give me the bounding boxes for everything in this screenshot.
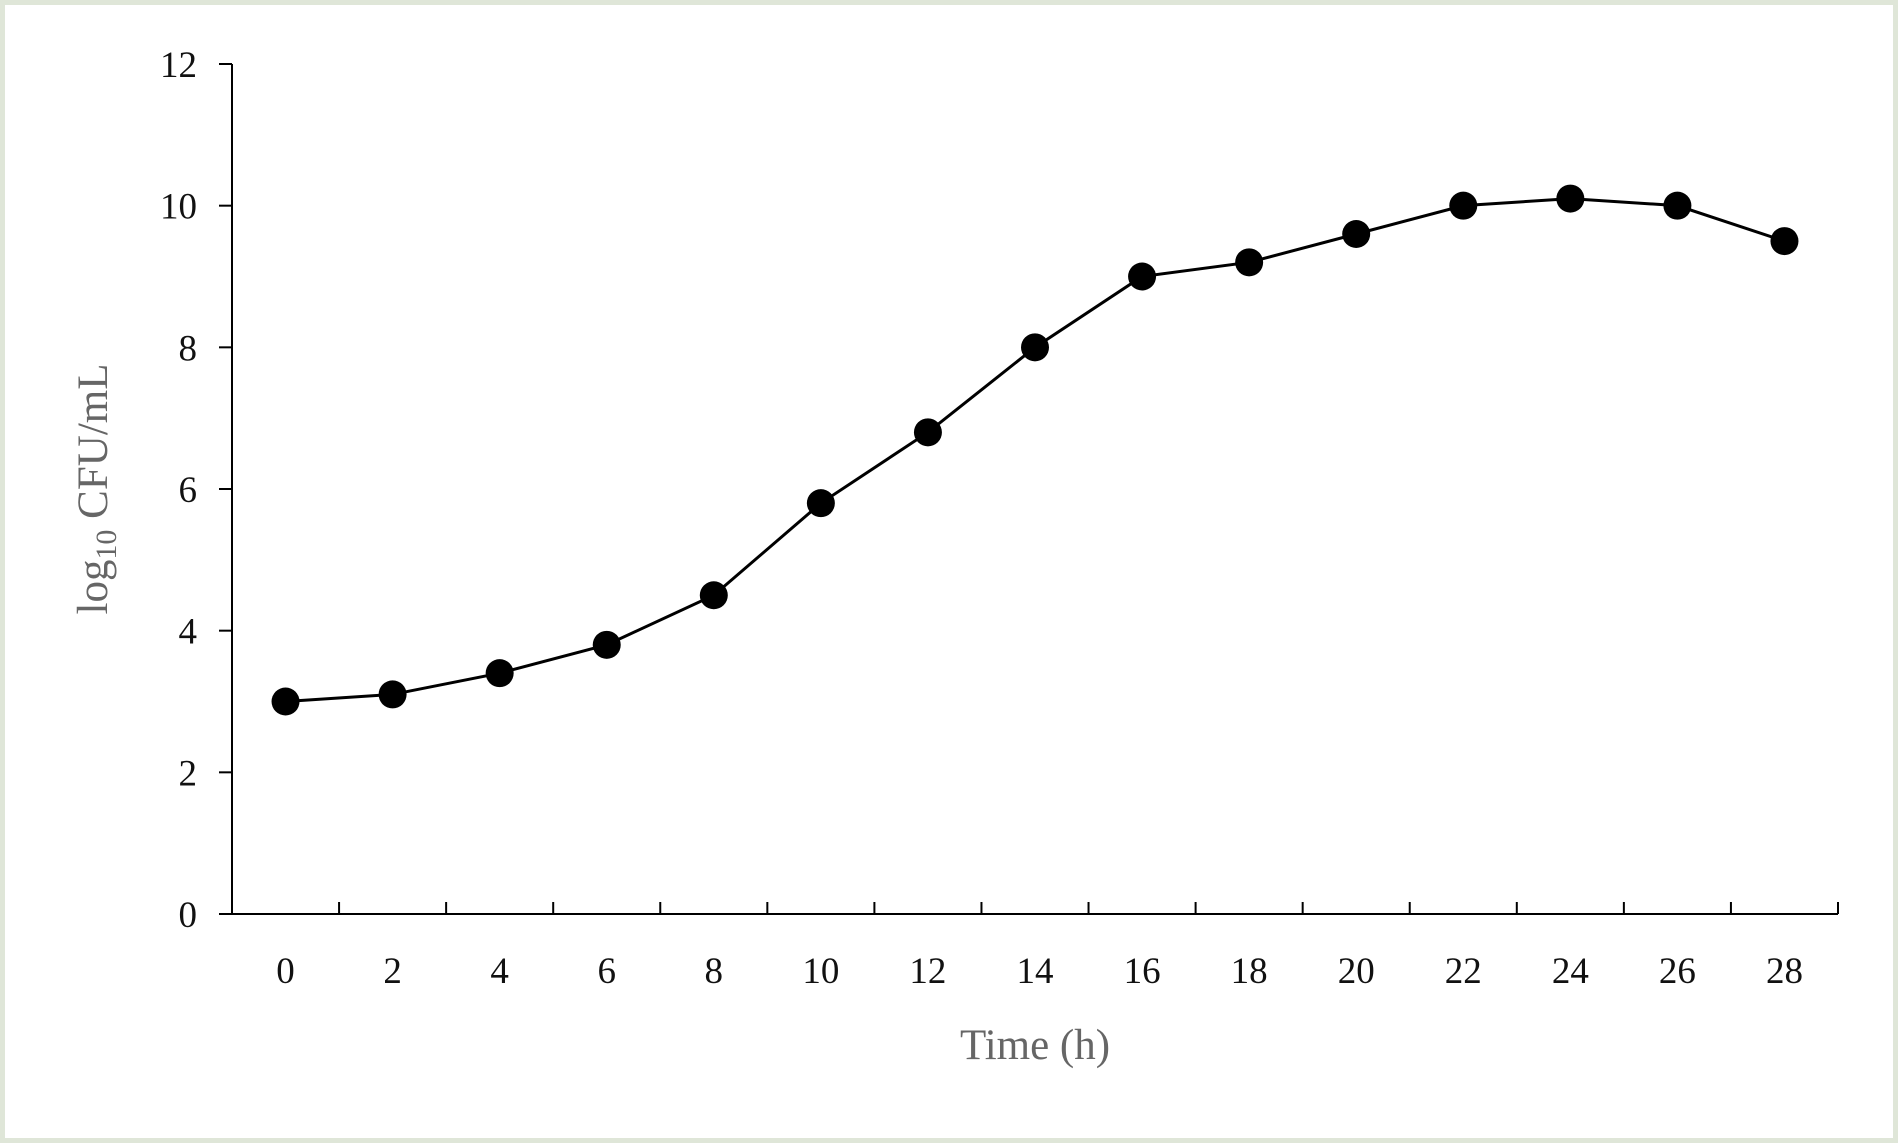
data-point (1770, 227, 1799, 256)
x-axis-title: Time (h) (960, 1022, 1110, 1069)
data-point (699, 581, 728, 610)
y-tick-label: 0 (179, 895, 198, 936)
x-tick-label: 14 (1017, 951, 1054, 992)
data-point (271, 687, 300, 716)
data-point (1021, 333, 1049, 362)
data-point (485, 659, 514, 688)
y-tick-label: 12 (160, 45, 197, 86)
x-tick-label: 16 (1124, 951, 1161, 992)
data-point (378, 680, 407, 709)
data-point (1663, 191, 1692, 220)
axes (231, 64, 1838, 915)
y-axis-title-prefix: log (70, 560, 117, 615)
y-tick-label: 4 (179, 612, 198, 653)
x-tick-label: 28 (1766, 951, 1803, 992)
data-point (1235, 248, 1264, 277)
data-point (1128, 262, 1157, 291)
x-tick-label: 0 (276, 951, 295, 992)
x-tick-label: 10 (802, 951, 839, 992)
y-axis-title-subscript: 10 (90, 530, 123, 560)
x-tick-label: 18 (1231, 951, 1268, 992)
x-tick-label: 6 (597, 951, 616, 992)
x-tick-label: 8 (705, 951, 724, 992)
x-tick-label: 22 (1445, 951, 1482, 992)
x-tick-label: 4 (490, 951, 509, 992)
y-tick-label: 2 (179, 753, 198, 794)
x-tick-label: 24 (1552, 951, 1589, 992)
data-point (913, 418, 942, 447)
y-axis-title-suffix: CFU/mL (70, 363, 117, 529)
y-ticks: 0 2 4 6 8 10 12 (160, 45, 232, 936)
data-point (1449, 191, 1478, 220)
y-tick-label: 10 (160, 187, 197, 228)
series-line (285, 197, 1785, 703)
x-tick-label: 2 (383, 951, 402, 992)
x-tick-label: 12 (909, 951, 946, 992)
x-tick-label: 26 (1659, 951, 1696, 992)
data-point (1556, 184, 1585, 213)
data-point (592, 630, 621, 659)
data-point (1342, 220, 1371, 248)
x-tick-label: 20 (1338, 951, 1375, 992)
data-point (806, 489, 835, 518)
x-ticks: 0 2 4 6 8 10 12 14 16 18 20 22 24 26 28 (231, 902, 1839, 992)
y-tick-label: 6 (179, 470, 198, 511)
y-tick-label: 8 (179, 328, 198, 369)
series-group (271, 184, 1799, 716)
y-axis-title: log10 CFU/mL (70, 363, 123, 614)
